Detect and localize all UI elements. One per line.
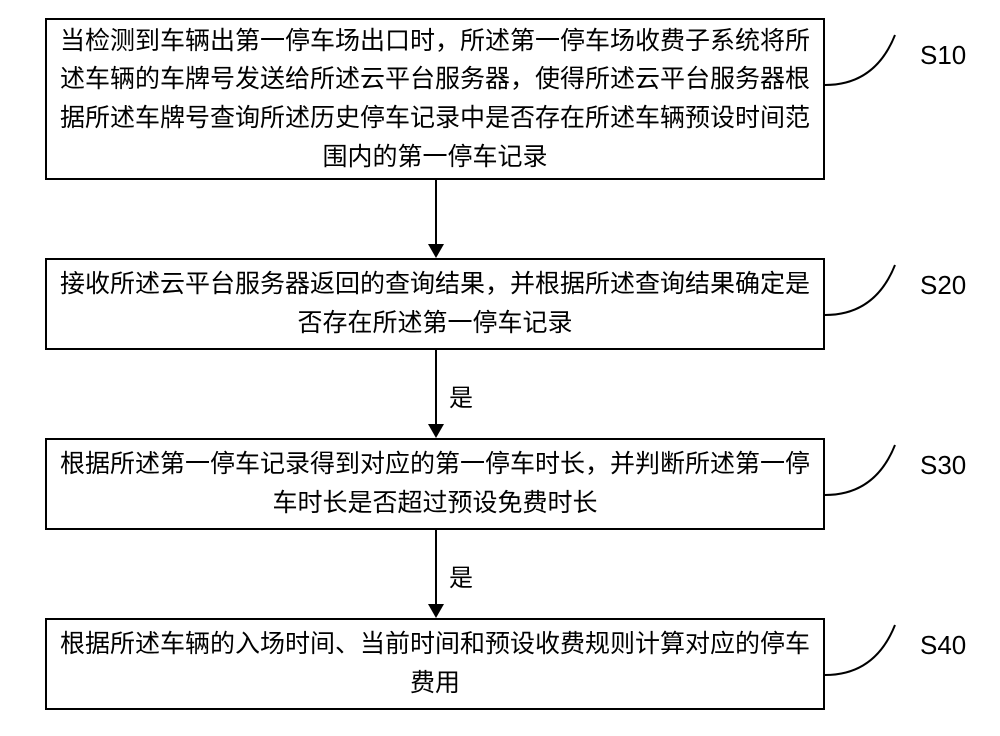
label-s10: S10 (920, 40, 966, 71)
label-s40: S40 (920, 630, 966, 661)
step-s10: 当检测到车辆出第一停车场出口时，所述第一停车场收费子系统将所述车辆的车牌号发送给… (45, 18, 825, 180)
label-s20: S20 (920, 270, 966, 301)
flowchart-canvas: 当检测到车辆出第一停车场出口时，所述第一停车场收费子系统将所述车辆的车牌号发送给… (0, 0, 1000, 736)
step-s40: 根据所述车辆的入场时间、当前时间和预设收费规则计算对应的停车费用 (45, 618, 825, 710)
leader-s10 (825, 30, 925, 90)
leader-s40 (825, 620, 925, 680)
arrow-1-line (435, 180, 437, 244)
step-s30: 根据所述第一停车记录得到对应的第一停车时长，并判断所述第一停车时长是否超过预设免… (45, 438, 825, 530)
step-s20-text: 接收所述云平台服务器返回的查询结果，并根据所述查询结果确定是否存在所述第一停车记… (47, 265, 823, 343)
leader-s20 (825, 260, 925, 320)
step-s20: 接收所述云平台服务器返回的查询结果，并根据所述查询结果确定是否存在所述第一停车记… (45, 258, 825, 350)
step-s40-text: 根据所述车辆的入场时间、当前时间和预设收费规则计算对应的停车费用 (47, 625, 823, 703)
step-s10-text: 当检测到车辆出第一停车场出口时，所述第一停车场收费子系统将所述车辆的车牌号发送给… (47, 22, 823, 177)
step-s30-text: 根据所述第一停车记录得到对应的第一停车时长，并判断所述第一停车时长是否超过预设免… (47, 445, 823, 523)
arrow-2-head (428, 424, 444, 438)
arrow-3-label: 是 (449, 558, 473, 593)
arrow-2-label: 是 (449, 378, 473, 413)
arrow-2-line (435, 350, 437, 424)
arrow-3-line (435, 530, 437, 604)
leader-s30 (825, 440, 925, 500)
arrow-3-head (428, 604, 444, 618)
arrow-1-head (428, 244, 444, 258)
label-s30: S30 (920, 450, 966, 481)
